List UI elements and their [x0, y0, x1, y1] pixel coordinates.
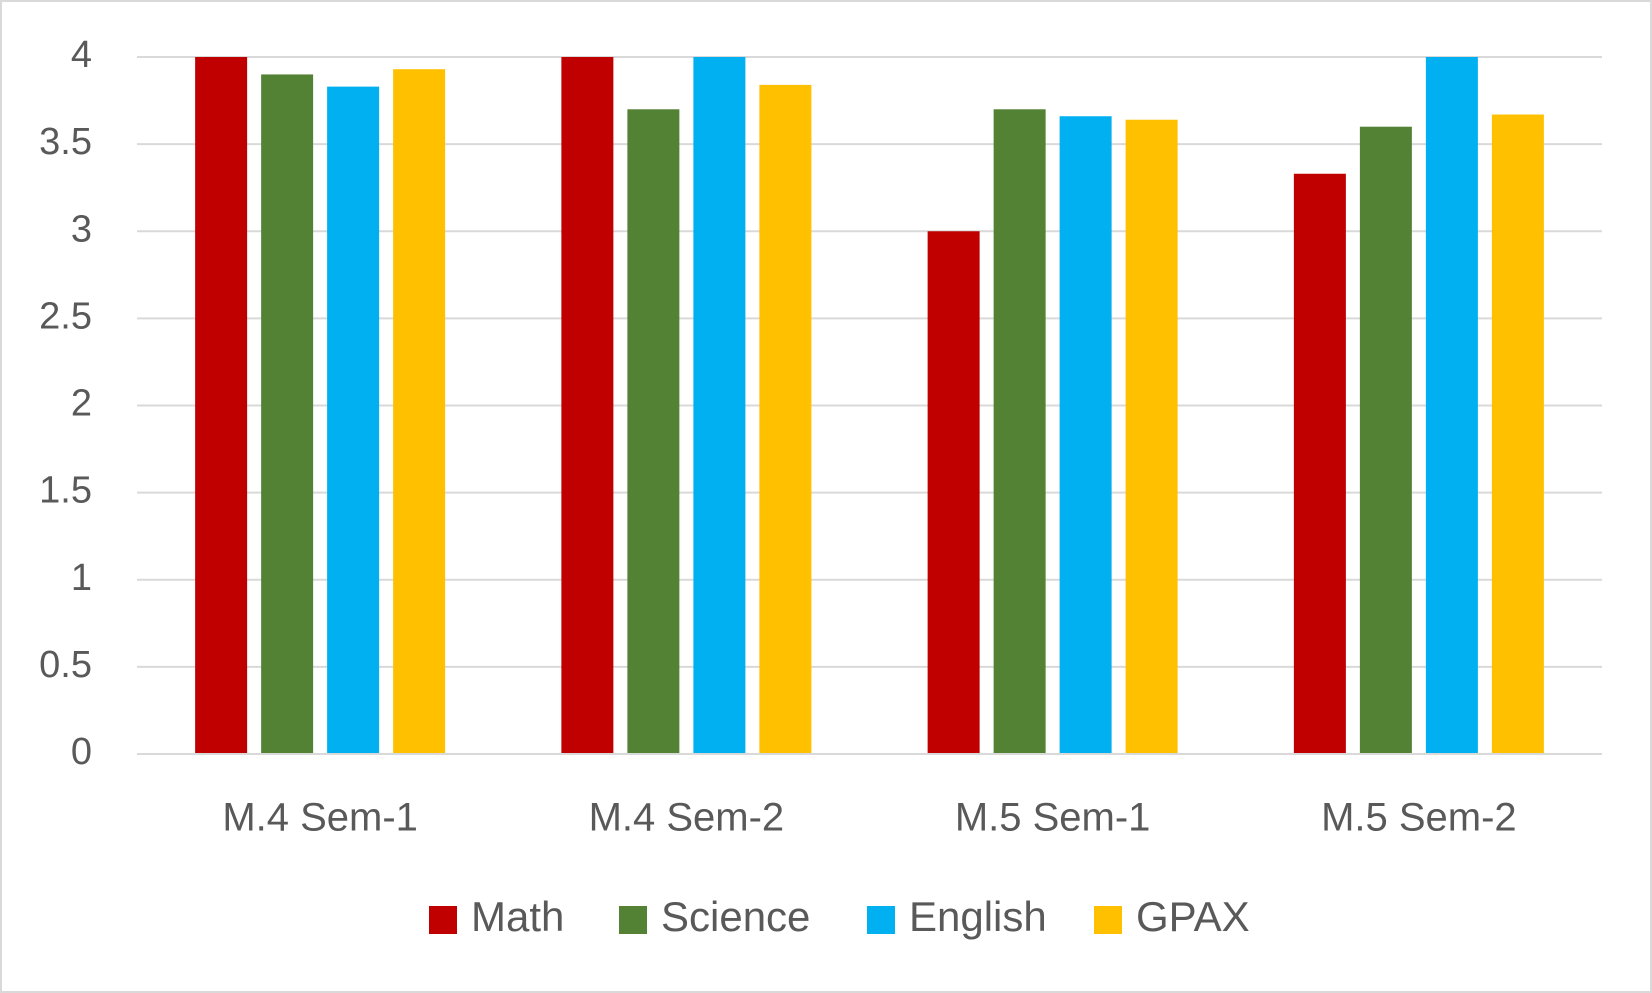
- legend-item-english: English: [867, 893, 1047, 940]
- y-tick-label: 2.5: [39, 295, 92, 337]
- y-tick-label: 0.5: [39, 644, 92, 686]
- legend-label: Math: [471, 893, 564, 940]
- bar-math-3: [927, 231, 980, 754]
- gridlines: [137, 56, 1602, 668]
- legend-label: English: [909, 893, 1047, 940]
- legend-swatch: [867, 906, 895, 934]
- bar-science-3: [993, 109, 1046, 754]
- bar-science-1: [261, 74, 314, 755]
- y-tick-label: 1: [71, 557, 92, 599]
- bar-math-1: [195, 57, 248, 754]
- bar-gpax-1: [393, 69, 446, 754]
- x-category-label: M.4 Sem-1: [222, 796, 418, 840]
- legend-swatch: [429, 906, 457, 934]
- bar-english-4: [1425, 57, 1478, 754]
- legend-item-math: Math: [429, 893, 564, 940]
- y-tick-label: 3.5: [39, 121, 92, 163]
- bar-science-2: [627, 109, 680, 754]
- y-tick-label: 2: [71, 383, 92, 425]
- x-axis-category-labels: M.4 Sem-1 M.4 Sem-2 M.5 Sem-1 M.5 Sem-2: [222, 796, 1516, 840]
- legend-label: GPAX: [1136, 893, 1250, 940]
- legend-item-science: Science: [619, 893, 810, 940]
- y-tick-label: 3: [71, 208, 92, 250]
- x-category-label: M.4 Sem-2: [589, 796, 785, 840]
- bar-gpax-2: [759, 84, 812, 754]
- bar-math-2: [561, 57, 614, 754]
- bar-english-2: [693, 57, 746, 754]
- bar-math-4: [1293, 173, 1346, 754]
- x-category-label: M.5 Sem-2: [1321, 796, 1517, 840]
- y-axis-tick-labels: 0 0.5 1 1.5 2 2.5 3 3.5 4: [39, 34, 92, 773]
- legend-item-gpax: GPAX: [1094, 893, 1250, 940]
- x-category-label: M.5 Sem-1: [955, 796, 1151, 840]
- y-tick-label: 0: [71, 731, 92, 773]
- bar-science-4: [1359, 126, 1412, 754]
- legend-swatch: [1094, 906, 1122, 934]
- bar-english-3: [1059, 116, 1112, 755]
- bar-english-1: [327, 86, 380, 754]
- bars: [195, 57, 1544, 755]
- legend-label: Science: [661, 893, 810, 940]
- legend: Math Science English GPAX: [429, 893, 1250, 940]
- bar-gpax-3: [1125, 119, 1178, 755]
- y-tick-label: 4: [71, 34, 92, 76]
- bar-gpax-4: [1491, 114, 1544, 754]
- legend-swatch: [619, 906, 647, 934]
- y-tick-label: 1.5: [39, 470, 92, 512]
